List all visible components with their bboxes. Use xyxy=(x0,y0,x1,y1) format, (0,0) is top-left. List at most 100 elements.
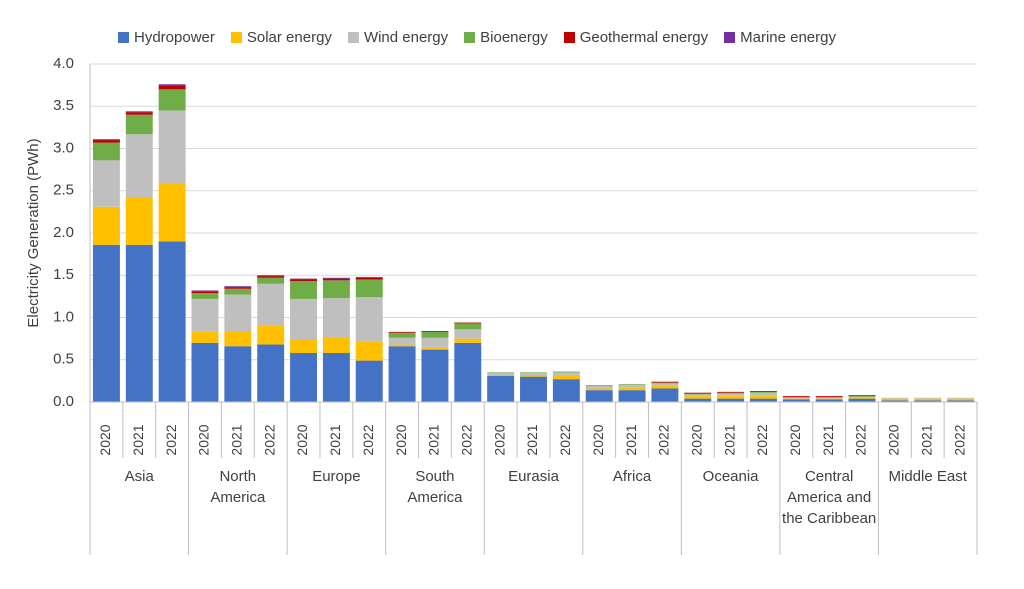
bar-segment xyxy=(158,89,186,111)
bar-segment xyxy=(224,288,252,295)
bar-segment xyxy=(125,112,153,115)
bar-segment xyxy=(684,398,712,402)
legend-label: Wind energy xyxy=(363,29,449,46)
y-tick-label: 3.5 xyxy=(53,97,74,114)
bar-segment xyxy=(782,398,810,400)
bar-segment xyxy=(322,298,350,337)
bar-segment xyxy=(848,396,876,397)
bar-segment xyxy=(487,372,515,374)
bar-segment xyxy=(520,374,547,377)
x-tick-label: 2020 xyxy=(491,424,507,455)
x-tick-label: 2020 xyxy=(393,424,409,455)
bar-segment xyxy=(684,392,712,394)
bar-segment xyxy=(322,336,350,353)
bar-segment xyxy=(257,277,285,284)
bar-segment xyxy=(158,85,186,90)
bar-segment xyxy=(322,277,350,279)
bar-segment xyxy=(585,385,613,389)
bar-segment xyxy=(322,278,350,281)
y-tick-label: 2.5 xyxy=(53,182,74,199)
group-label: North America xyxy=(210,468,266,506)
legend-item: Solar energy xyxy=(230,29,332,46)
bar-segment xyxy=(782,397,810,399)
bar-segment xyxy=(92,160,120,207)
bar-segment xyxy=(290,281,318,299)
bar-segment xyxy=(191,342,219,402)
bar-segment xyxy=(749,392,777,396)
y-tick-label: 3.0 xyxy=(53,139,74,156)
bar-segment xyxy=(749,391,777,393)
bar-segment xyxy=(881,400,909,402)
bar-segment xyxy=(749,398,777,402)
x-tick-label: 2021 xyxy=(426,424,442,455)
bar-segment xyxy=(290,339,318,353)
bar-segment xyxy=(355,277,383,280)
group-label: Middle East xyxy=(888,468,967,485)
bar-segment xyxy=(684,396,712,399)
bar-segment xyxy=(191,292,219,299)
bar-segment xyxy=(618,387,646,391)
bar-segment xyxy=(585,388,613,391)
x-tick-label: 2021 xyxy=(229,424,245,455)
bar-segment xyxy=(158,183,186,242)
y-tick-label: 0.5 xyxy=(53,351,74,368)
bar-segment xyxy=(191,298,219,332)
legend-label: Bioenergy xyxy=(480,29,548,46)
x-tick-label: 2021 xyxy=(524,424,540,455)
bar-segment xyxy=(224,287,252,289)
bar-segment xyxy=(454,338,482,343)
bar-segment xyxy=(881,398,909,401)
bar-segment xyxy=(355,276,383,278)
x-tick-label: 2022 xyxy=(458,424,474,455)
legend-item: Geothermal energy xyxy=(563,29,708,46)
bar-segment xyxy=(257,275,285,277)
bar-segment xyxy=(815,396,843,397)
x-tick-label: 2022 xyxy=(754,424,770,455)
bar-segment xyxy=(290,298,318,340)
legend-item: Bioenergy xyxy=(464,29,548,46)
bar-segment xyxy=(454,342,482,402)
group-label: Central America and the Caribbean xyxy=(782,468,877,527)
bar-segment xyxy=(487,373,515,375)
bar-segment xyxy=(552,371,580,373)
bar-segment xyxy=(815,398,843,400)
bar-segment xyxy=(717,391,745,393)
x-tick-label: 2021 xyxy=(623,424,639,455)
bar-segment xyxy=(257,325,285,345)
bar-segment xyxy=(815,397,843,399)
bar-segment xyxy=(651,381,679,383)
bar-segment xyxy=(92,206,120,245)
bar-segment xyxy=(421,337,449,348)
bar-segment xyxy=(257,283,285,326)
bar-segment xyxy=(520,373,547,375)
bar-segment xyxy=(158,241,186,402)
y-axis-label: Electricity Generation (PWh) xyxy=(25,138,42,327)
legend: Hydropower Solar energy Wind energy Bioener… xyxy=(118,29,998,46)
bar-segment xyxy=(848,396,876,398)
bar-segment xyxy=(487,375,515,402)
x-tick-label: 2020 xyxy=(196,424,212,455)
bar-segment xyxy=(947,397,975,399)
bar-segment xyxy=(257,276,285,278)
bar-segment xyxy=(881,397,909,399)
bar-segment xyxy=(749,391,777,392)
x-tick-label: 2021 xyxy=(721,424,737,455)
y-tick-label: 4.0 xyxy=(53,55,74,72)
bar-segment xyxy=(290,279,318,282)
legend-item: Hydropower xyxy=(118,29,215,46)
legend-item: Marine energy xyxy=(724,29,836,46)
group-label: Oceania xyxy=(702,468,759,485)
bar-segment xyxy=(421,331,449,332)
bar-segment xyxy=(158,110,186,184)
legend-label: Hydropower xyxy=(134,29,215,46)
bar-segment xyxy=(290,278,318,280)
bar-segment xyxy=(585,385,613,386)
bar-segment xyxy=(717,393,745,396)
bar-segment xyxy=(322,352,350,402)
y-tick-label: 0.0 xyxy=(53,393,74,410)
bar-segment xyxy=(651,385,679,389)
bar-segment xyxy=(355,341,383,361)
x-tick-label: 2022 xyxy=(557,424,573,455)
